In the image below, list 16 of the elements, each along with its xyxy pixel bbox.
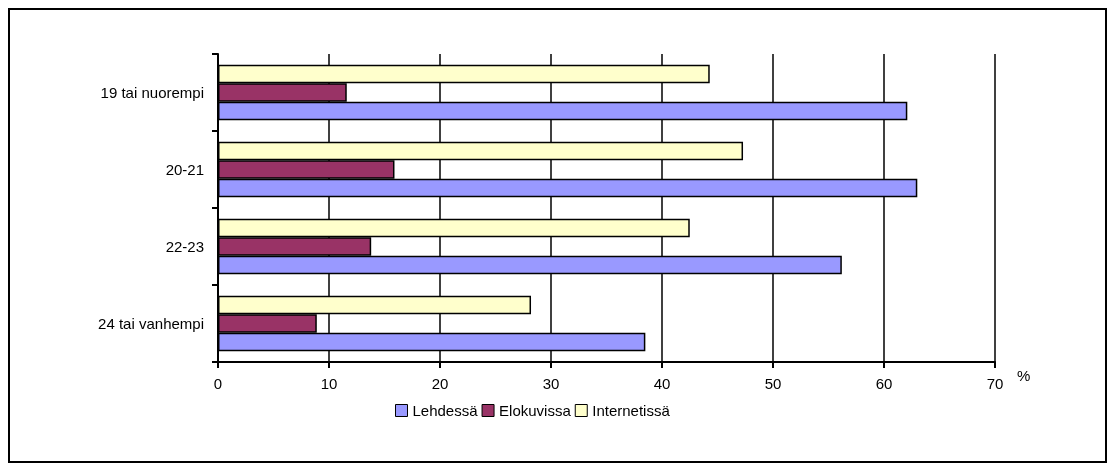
x-tick-label: 60 (875, 375, 893, 392)
legend-label: Elokuvissa (499, 402, 572, 419)
x-axis-title: % (1017, 367, 1031, 384)
x-tick-label: 10 (320, 375, 338, 392)
y-tick-label: 24 tai vanhempi (98, 315, 204, 332)
legend-label: Lehdessä (412, 402, 479, 419)
x-tick-label: 50 (764, 375, 782, 392)
y-tick-label: 22-23 (165, 238, 204, 255)
y-tick-label: 20-21 (165, 161, 204, 178)
y-tick-label: 19 tai nuorempi (100, 84, 204, 101)
x-tick-label: 0 (213, 375, 223, 392)
x-tick-label: 40 (653, 375, 671, 392)
x-tick-label: 70 (986, 375, 1004, 392)
x-tick-label: 30 (542, 375, 560, 392)
legend-label: Internetissä (592, 402, 671, 419)
x-tick-label: 20 (431, 375, 449, 392)
